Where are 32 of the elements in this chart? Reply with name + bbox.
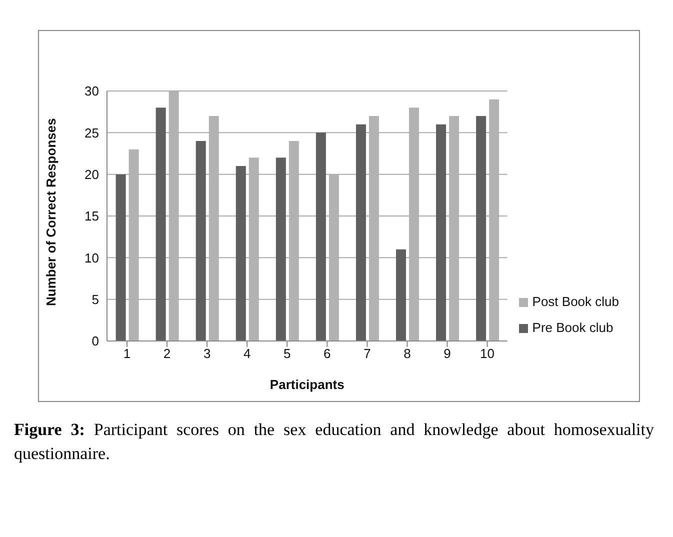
- y-tick-label: 5: [92, 292, 99, 307]
- y-tick-label: 25: [84, 125, 99, 140]
- x-tick-label: 8: [404, 346, 411, 362]
- bar: [116, 174, 126, 341]
- x-axis-title: Participants: [270, 377, 344, 392]
- bar: [156, 108, 166, 341]
- y-axis-title: Number of Correct Responses: [44, 118, 59, 306]
- y-tick-label: 30: [84, 84, 99, 99]
- x-tick-label: 1: [123, 346, 131, 362]
- y-tick-label: 15: [84, 208, 99, 224]
- bar: [436, 124, 446, 341]
- y-tick-label: 10: [84, 250, 99, 266]
- bar: [196, 141, 206, 341]
- caption: Figure 3: Participant scores on the sex education and knowledge about homosexuality questionnaire.: [14, 419, 654, 465]
- x-tick-label: 2: [163, 346, 171, 362]
- bar: [476, 116, 486, 341]
- legend-label: Post Book club: [532, 294, 619, 309]
- legend-label: Pre Book club: [532, 320, 614, 335]
- bar: [396, 249, 406, 341]
- x-tick-label: 9: [444, 346, 451, 362]
- x-tick-label: 6: [324, 346, 331, 362]
- y-tick-label: 20: [84, 166, 99, 182]
- x-tick-label: 7: [364, 346, 371, 362]
- bar: [276, 158, 286, 341]
- bar: [316, 132, 326, 341]
- bar: [356, 124, 366, 341]
- x-tick-label: 10: [480, 346, 494, 362]
- y-tick-label: 0: [92, 334, 99, 349]
- x-tick-label: 3: [203, 346, 211, 362]
- bar: [236, 166, 246, 341]
- x-tick-label: 5: [284, 346, 291, 362]
- x-tick-label: 4: [243, 346, 251, 362]
